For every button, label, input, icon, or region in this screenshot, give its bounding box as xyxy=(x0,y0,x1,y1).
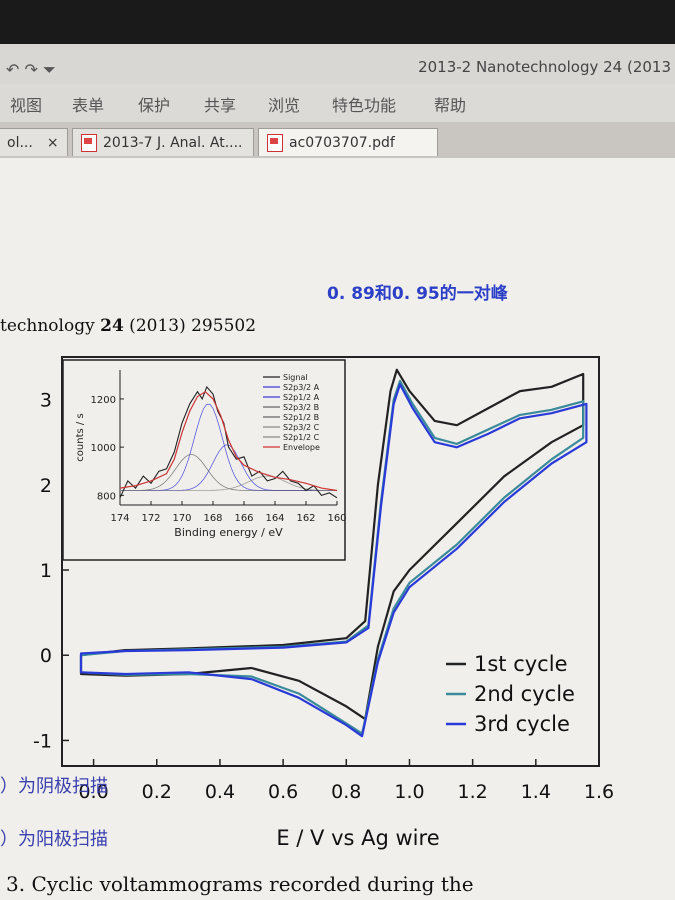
menu-protect[interactable]: 保护 xyxy=(138,96,171,115)
inset-legend-entry: Signal xyxy=(283,373,308,382)
tab-close-icon[interactable]: × xyxy=(46,134,59,151)
inset-envelope-line xyxy=(119,390,338,492)
plot-frame xyxy=(61,356,600,767)
tab-label: ac0703707.pdf xyxy=(289,134,395,151)
x-tick-label: 1.0 xyxy=(394,781,424,803)
menu-form[interactable]: 表单 xyxy=(72,96,105,115)
pdf-file-icon xyxy=(81,133,97,152)
x-tick-label: 1.2 xyxy=(458,781,488,803)
x-tick-label: 0.4 xyxy=(205,781,235,803)
inset-legend-entry: S2p1/2 C xyxy=(283,433,320,442)
y-tick-label: 1 xyxy=(40,560,52,582)
legend-entry: 1st cycle xyxy=(474,652,568,676)
inset-legend-entry: S2p3/2 B xyxy=(283,403,319,412)
annotation-text: 0. 89和0. 95的一对峰 xyxy=(327,284,508,304)
menu-help[interactable]: 帮助 xyxy=(434,96,467,115)
figure-caption: 3. Cyclic voltammograms recorded during … xyxy=(6,872,474,896)
inset-y-tick-label: 1200 xyxy=(91,395,116,406)
menu-bar xyxy=(0,84,675,122)
tab-document-2[interactable]: 2013-7 J. Anal. At.... xyxy=(72,128,254,156)
x-tick-label: 0.0 xyxy=(78,781,108,803)
inset-component-4 xyxy=(120,475,337,491)
quick-access-toolbar[interactable]: ↶ ↷ ⏷ xyxy=(6,60,56,79)
inset-x-tick-label: 160 xyxy=(327,513,346,524)
y-tick-label: 0 xyxy=(40,645,52,667)
y-tick-label: 3 xyxy=(40,390,52,412)
window-title: 2013-2 Nanotechnology 24 (2013 xyxy=(418,58,671,76)
inset-x-tick-label: 172 xyxy=(141,513,160,524)
series-line-3 xyxy=(79,383,588,738)
inset-x-tick-label: 174 xyxy=(110,513,129,524)
annotation-cathodic: ）为阴极扫描 xyxy=(0,776,108,797)
inset-signal-line xyxy=(119,385,338,499)
inset-x-tick-label: 164 xyxy=(265,513,284,524)
inset-y-tick-label: 1000 xyxy=(91,443,116,454)
inset-y-tick-label: 800 xyxy=(97,491,116,502)
inset-x-tick-label: 168 xyxy=(203,513,222,524)
x-tick-label: 0.8 xyxy=(331,781,361,803)
inset-legend-entry: S2p1/2 B xyxy=(283,413,319,422)
inset-x-axis-label: Binding energy / eV xyxy=(174,526,283,539)
inset-legend-entry: S2p3/2 A xyxy=(283,383,320,392)
y-tick-label: 2 xyxy=(40,475,52,497)
inset-x-tick-label: 170 xyxy=(172,513,191,524)
menu-share[interactable]: 共享 xyxy=(204,96,237,115)
inset-legend-entry: Envelope xyxy=(283,443,320,452)
inset-legend-entry: S2p1/2 A xyxy=(283,393,320,402)
x-axis-label: E / V vs Ag wire xyxy=(276,826,439,850)
screen-bezel xyxy=(0,0,675,44)
running-head: technology 24 (2013) 295502 xyxy=(0,316,257,336)
pdf-file-icon xyxy=(267,133,283,152)
menu-features[interactable]: 特色功能 xyxy=(332,96,397,115)
inset-legend-entry: S2p3/2 C xyxy=(283,423,320,432)
inset-y-axis-label: counts / s xyxy=(75,413,86,461)
title-bar xyxy=(0,44,675,84)
legend-entry: 2nd cycle xyxy=(474,682,575,706)
inset-x-tick-label: 166 xyxy=(234,513,253,524)
x-tick-label: 1.6 xyxy=(584,781,614,803)
legend-entry: 3rd cycle xyxy=(474,712,570,736)
x-tick-label: 0.2 xyxy=(142,781,172,803)
tab-document-3[interactable]: ac0703707.pdf xyxy=(258,128,438,156)
series-line-1 xyxy=(79,368,585,721)
tab-label: ol... xyxy=(7,134,33,151)
tab-document-1[interactable]: ol... × xyxy=(0,128,68,156)
x-tick-label: 1.4 xyxy=(521,781,551,803)
y-tick-label: -1 xyxy=(33,730,52,752)
tab-label: 2013-7 J. Anal. At.... xyxy=(103,134,243,151)
annotation-anodic: ）为阳极扫描 xyxy=(0,829,108,850)
x-tick-label: 0.6 xyxy=(268,781,298,803)
menu-browse[interactable]: 浏览 xyxy=(268,96,301,115)
inset-x-tick-label: 162 xyxy=(296,513,315,524)
menu-view[interactable]: 视图 xyxy=(10,96,43,115)
cyclic-voltammogram-chart: -1 0 1 2 3 0.0 0.2 0.4 0.6 0.8 1.0 1.2 1.4 1.6 800 10… xyxy=(33,356,614,850)
